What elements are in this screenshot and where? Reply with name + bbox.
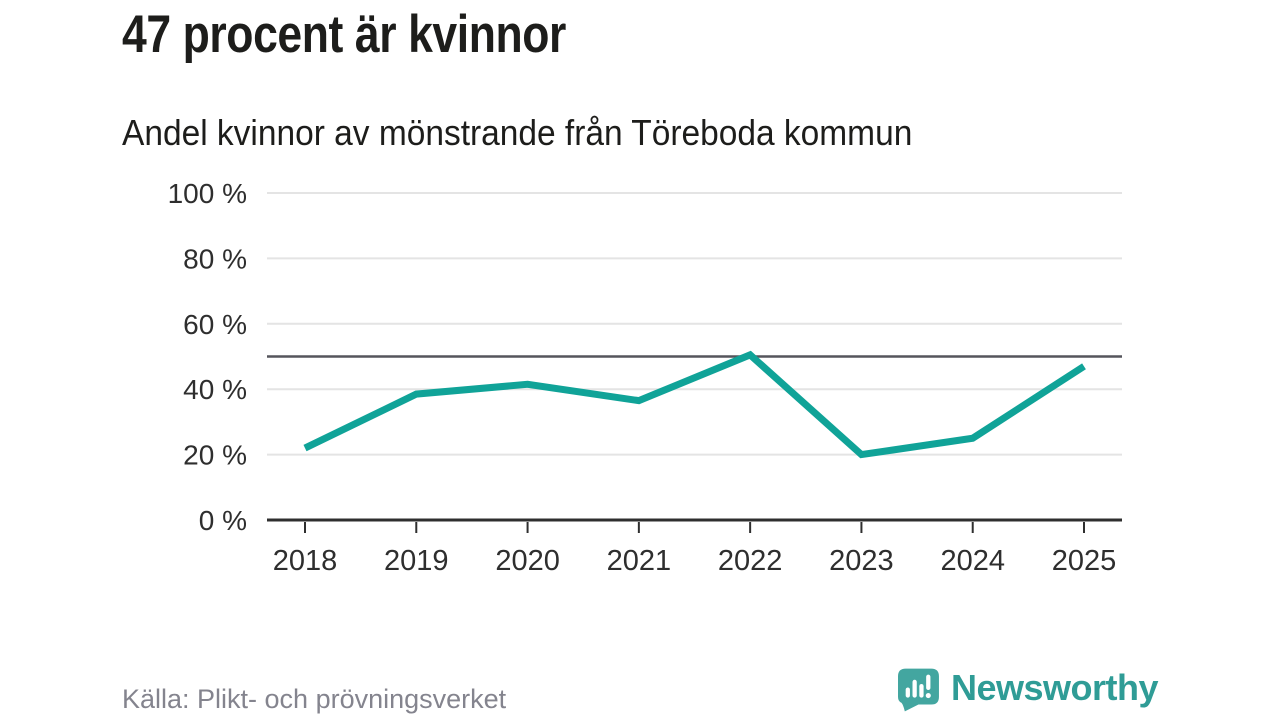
x-axis-label: 2022: [718, 545, 783, 577]
x-axis-label: 2025: [1052, 545, 1117, 577]
x-axis-label: 2020: [495, 545, 560, 577]
newsworthy-logo: Newsworthy: [898, 664, 1159, 716]
y-axis-label: 40 %: [183, 374, 247, 405]
y-axis-label: 0 %: [199, 505, 247, 536]
y-axis-label: 60 %: [183, 309, 247, 340]
newsworthy-icon: [898, 668, 939, 712]
y-axis-label: 20 %: [183, 440, 247, 471]
x-axis-label: 2021: [607, 545, 672, 577]
x-axis-label: 2019: [384, 545, 449, 577]
y-axis-label: 80 %: [183, 243, 247, 274]
source-note: Källa: Plikt- och prövningsverket: [122, 684, 507, 714]
x-axis-label: 2024: [940, 545, 1005, 577]
x-axis-label: 2023: [829, 545, 894, 577]
chart-subtitle: Andel kvinnor av mönstrande från Törebod…: [122, 112, 913, 153]
y-axis-label: 100 %: [168, 178, 247, 209]
data-line: [303, 350, 1086, 459]
brand-name: Newsworthy: [950, 667, 1159, 708]
chart-title: 47 procent är kvinnor: [122, 5, 566, 64]
x-axis-label: 2018: [273, 545, 338, 577]
